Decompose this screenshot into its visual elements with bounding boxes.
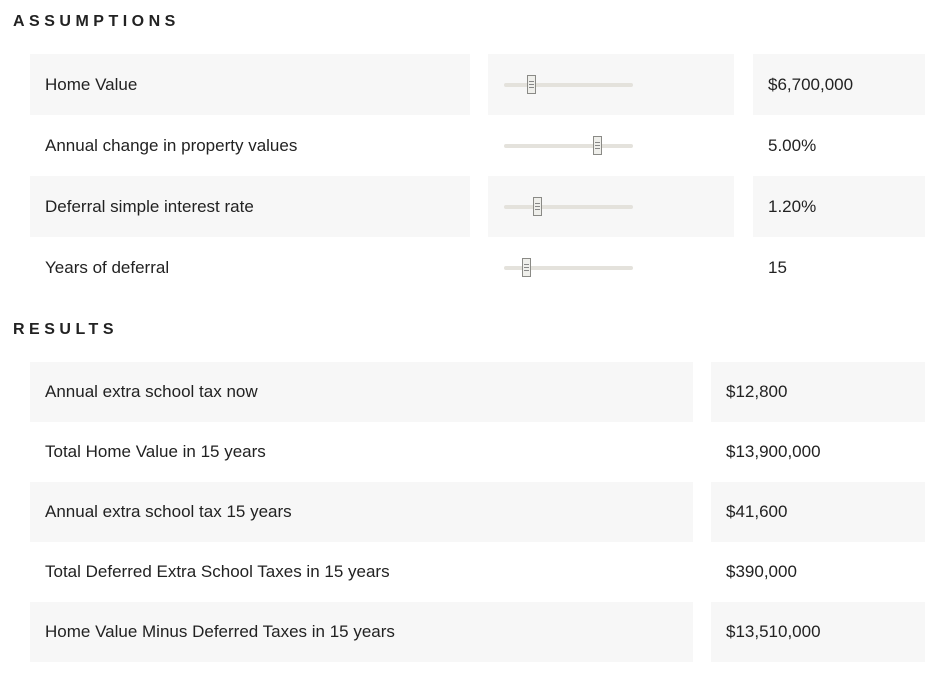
result-row: Annual extra school tax 15 years $41,600 xyxy=(30,482,925,542)
results-heading: RESULTS xyxy=(13,321,118,338)
assumption-slider[interactable] xyxy=(488,237,734,298)
result-value: $390,000 xyxy=(726,562,797,581)
result-label: Annual extra school tax 15 years xyxy=(30,482,693,542)
result-value: $13,510,000 xyxy=(711,602,925,662)
result-value: $13,900,000 xyxy=(726,442,821,461)
slider-handle[interactable] xyxy=(532,196,542,216)
result-label: Total Home Value in 15 years xyxy=(45,442,266,461)
result-row: Annual extra school tax now $12,800 xyxy=(30,362,925,422)
slider-track[interactable] xyxy=(504,135,633,155)
assumption-row: Annual change in property values 5.00% xyxy=(30,115,925,176)
slider-handle[interactable] xyxy=(522,257,532,277)
assumption-label: Years of deferral xyxy=(45,257,170,277)
slider-handle[interactable] xyxy=(527,74,537,94)
assumption-slider[interactable] xyxy=(488,176,734,237)
result-row: Total Home Value in 15 years $13,900,000 xyxy=(30,422,925,482)
result-value: $41,600 xyxy=(711,482,925,542)
assumption-value: $6,700,000 xyxy=(753,54,925,115)
assumptions-heading: ASSUMPTIONS xyxy=(13,13,180,30)
assumption-slider[interactable] xyxy=(488,115,734,176)
result-label: Home Value Minus Deferred Taxes in 15 ye… xyxy=(30,602,693,662)
assumption-row: Home Value $6,700,000 xyxy=(30,54,925,115)
slider-track[interactable] xyxy=(504,196,633,216)
slider-track[interactable] xyxy=(504,257,633,277)
result-row: Total Deferred Extra School Taxes in 15 … xyxy=(30,542,925,602)
assumption-label: Annual change in property values xyxy=(45,135,298,155)
result-label: Annual extra school tax now xyxy=(30,362,693,422)
assumption-value: 15 xyxy=(768,257,787,277)
assumption-label: Home Value xyxy=(30,54,470,115)
assumption-label: Deferral simple interest rate xyxy=(30,176,470,237)
assumption-row: Years of deferral 15 xyxy=(30,237,925,298)
assumption-value: 5.00% xyxy=(768,135,817,155)
result-value: $12,800 xyxy=(711,362,925,422)
slider-track[interactable] xyxy=(504,74,633,94)
result-row: Home Value Minus Deferred Taxes in 15 ye… xyxy=(30,602,925,662)
result-label: Total Deferred Extra School Taxes in 15 … xyxy=(45,562,390,581)
slider-handle[interactable] xyxy=(593,135,603,155)
assumption-value: 1.20% xyxy=(753,176,925,237)
assumption-slider[interactable] xyxy=(488,54,734,115)
assumption-row: Deferral simple interest rate 1.20% xyxy=(30,176,925,237)
